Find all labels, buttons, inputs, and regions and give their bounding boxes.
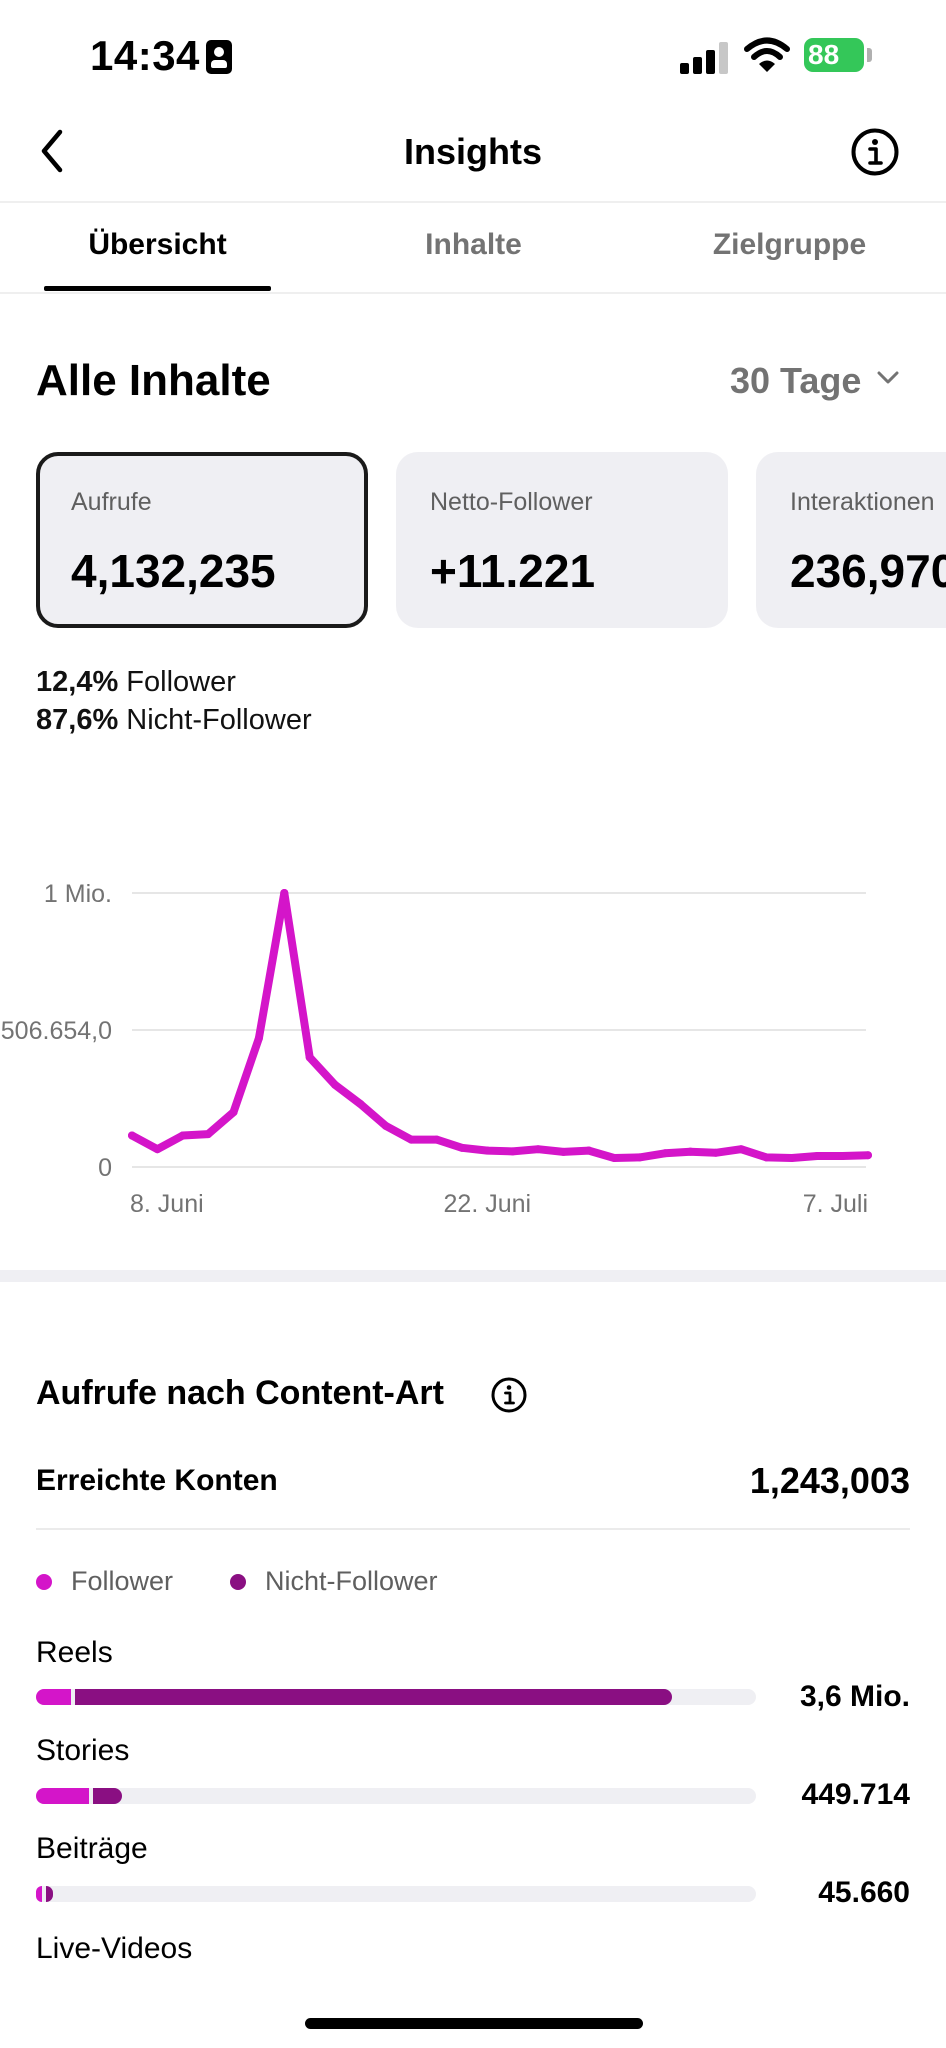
legend-label-follower: Follower: [71, 1566, 174, 1596]
data-point: [254, 1034, 263, 1043]
metric-value: 4,132,235: [71, 545, 276, 597]
metric-card-net-followers[interactable]: Netto-Follower +11.221: [396, 452, 728, 628]
data-point: [584, 1146, 593, 1155]
metric-value: 236,970: [790, 545, 946, 597]
split-label: Follower: [126, 666, 236, 698]
chevron-down-icon[interactable]: [874, 364, 902, 392]
x-tick-label: 8. Juni: [130, 1190, 204, 1218]
reach-divider: [36, 1528, 910, 1530]
bar-value-stories: 449.714: [801, 1778, 910, 1811]
home-indicator: [305, 2018, 643, 2029]
reach-label: Erreichte Konten: [36, 1464, 278, 1497]
info-icon[interactable]: [490, 1376, 528, 1414]
bar-label-live: Live-Videos: [36, 1932, 193, 1965]
data-point: [153, 1145, 162, 1154]
reach-value: 1,243,003: [749, 1460, 910, 1501]
bar-nonfollower-segment: [74, 1689, 673, 1705]
bar-nonfollower-segment: [93, 1788, 123, 1804]
id-card-icon: [206, 40, 232, 74]
split-label: Nicht-Follower: [126, 704, 312, 736]
date-range-dropdown[interactable]: 30 Tage: [730, 360, 862, 401]
data-point: [762, 1153, 771, 1162]
x-tick-label: 7. Juli: [803, 1190, 868, 1218]
data-point: [813, 1152, 822, 1161]
data-point: [229, 1108, 238, 1117]
bar-value-posts: 45.660: [818, 1876, 910, 1909]
section-title: Alle Inhalte: [36, 356, 271, 405]
bar-track-posts: [36, 1886, 756, 1902]
bar-track-reels: [36, 1689, 756, 1705]
data-point: [711, 1148, 720, 1157]
data-point: [280, 889, 289, 897]
split-percent: 87,6%: [36, 704, 119, 736]
data-point: [635, 1153, 644, 1162]
data-point: [559, 1147, 568, 1156]
content-type-title: Aufrufe nach Content-Art: [36, 1374, 444, 1412]
y-tick-label: 0: [98, 1154, 112, 1182]
wifi-icon: [744, 37, 790, 72]
data-point: [686, 1147, 695, 1156]
data-point: [508, 1147, 517, 1156]
data-point: [356, 1099, 365, 1108]
bar-follower-segment: [36, 1788, 90, 1804]
data-point: [407, 1135, 416, 1144]
page-title: Insights: [403, 131, 542, 172]
metric-card-interactions[interactable]: Interaktionen 236,970: [756, 452, 946, 628]
data-point: [128, 1131, 136, 1140]
data-point: [787, 1153, 796, 1162]
bar-value-reels: 3,6 Mio.: [799, 1680, 910, 1713]
data-point: [534, 1145, 543, 1154]
bar-label-posts: Beiträge: [36, 1832, 148, 1865]
bar-track-stories: [36, 1788, 756, 1804]
bar-follower-segment: [36, 1689, 71, 1705]
header-divider: [0, 201, 946, 203]
battery-icon: 88: [804, 38, 864, 72]
status-time: 14:34: [90, 32, 200, 79]
data-point: [178, 1131, 187, 1140]
tabs-divider: [0, 292, 946, 294]
tab-content[interactable]: Inhalte: [425, 228, 522, 261]
legend-label-nonfollower: Nicht-Follower: [265, 1566, 438, 1596]
data-point: [483, 1146, 492, 1155]
section-divider: [0, 1270, 946, 1282]
data-point: [305, 1053, 314, 1062]
follower-split-row: 12,4% Follower: [36, 666, 236, 699]
bar-label-reels: Reels: [36, 1636, 113, 1669]
cellular-signal-icon: [680, 40, 730, 74]
info-icon[interactable]: [850, 127, 900, 177]
back-button[interactable]: [34, 126, 74, 176]
x-tick-label: 22. Juni: [444, 1190, 532, 1218]
battery-level: 88: [808, 39, 840, 70]
nonfollower-split-row: 87,6% Nicht-Follower: [36, 704, 312, 737]
metric-card-views[interactable]: Aufrufe 4,132,235: [36, 452, 368, 628]
metric-value: +11.221: [430, 545, 596, 597]
bar-label-stories: Stories: [36, 1734, 130, 1767]
data-point: [838, 1152, 847, 1161]
legend-dot-nonfollower: [230, 1574, 246, 1590]
views-line-chart: 0 506.654,0 1 Mio. 8. Juni 22. Juni 7. Juli: [1, 880, 872, 1218]
legend-dot-follower: [36, 1574, 52, 1590]
data-point: [660, 1149, 669, 1158]
data-point: [457, 1143, 466, 1152]
views-series-line: [128, 889, 872, 1162]
data-point: [381, 1121, 390, 1130]
y-tick-label: 506.654,0: [1, 1017, 112, 1045]
metric-label: Aufrufe: [71, 488, 152, 516]
data-point: [864, 1151, 872, 1160]
active-tab-indicator: [44, 286, 271, 291]
y-tick-label: 1 Mio.: [44, 880, 112, 908]
split-percent: 12,4%: [36, 666, 119, 698]
data-point: [610, 1153, 619, 1162]
tab-overview[interactable]: Übersicht: [88, 228, 227, 261]
bar-follower-segment: [36, 1886, 42, 1902]
data-point: [331, 1080, 340, 1089]
metric-label: Netto-Follower: [430, 488, 593, 516]
metric-label: Interaktionen: [790, 488, 935, 516]
data-point: [737, 1145, 746, 1154]
tab-audience[interactable]: Zielgruppe: [712, 228, 867, 261]
bar-nonfollower-segment: [45, 1886, 53, 1902]
battery-tip: [867, 48, 872, 62]
data-point: [204, 1130, 213, 1139]
data-point: [432, 1135, 441, 1144]
